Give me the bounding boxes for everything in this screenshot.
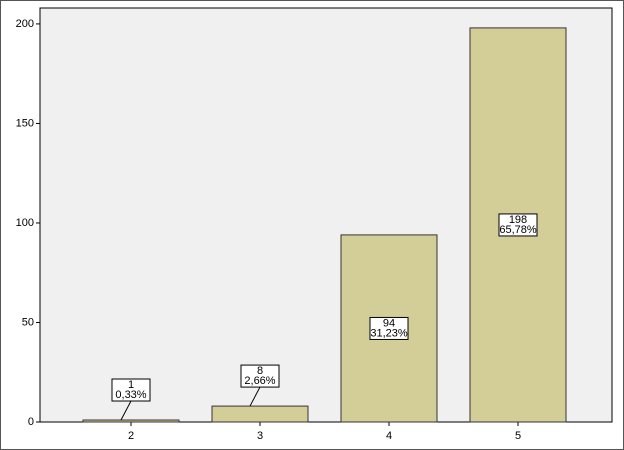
y-tick-label: 0 — [28, 416, 34, 428]
percent-label: 2,66% — [244, 375, 275, 387]
value-label: 8 — [257, 365, 263, 377]
label-box — [111, 378, 151, 402]
y-tick-label: 50 — [22, 316, 34, 328]
y-tick-label: 150 — [16, 117, 34, 129]
label-leader — [120, 400, 132, 421]
bar — [211, 405, 309, 423]
value-label: 94 — [383, 317, 395, 329]
x-tick-label: 3 — [257, 430, 263, 442]
percent-label: 0,33% — [115, 389, 146, 401]
percent-label: 31,23% — [370, 327, 408, 339]
label-box — [369, 316, 409, 340]
label-box — [498, 213, 538, 237]
label-leader — [249, 386, 261, 407]
value-label: 198 — [509, 214, 527, 226]
bar — [82, 419, 180, 423]
value-label: 1 — [128, 379, 134, 391]
percent-label: 65,78% — [499, 224, 537, 236]
label-box — [240, 364, 280, 388]
y-tick-label: 100 — [16, 217, 34, 229]
y-tick-label: 200 — [16, 18, 34, 30]
x-tick-label: 5 — [515, 430, 521, 442]
x-tick-label: 4 — [386, 430, 392, 442]
x-tick-label: 2 — [128, 430, 134, 442]
